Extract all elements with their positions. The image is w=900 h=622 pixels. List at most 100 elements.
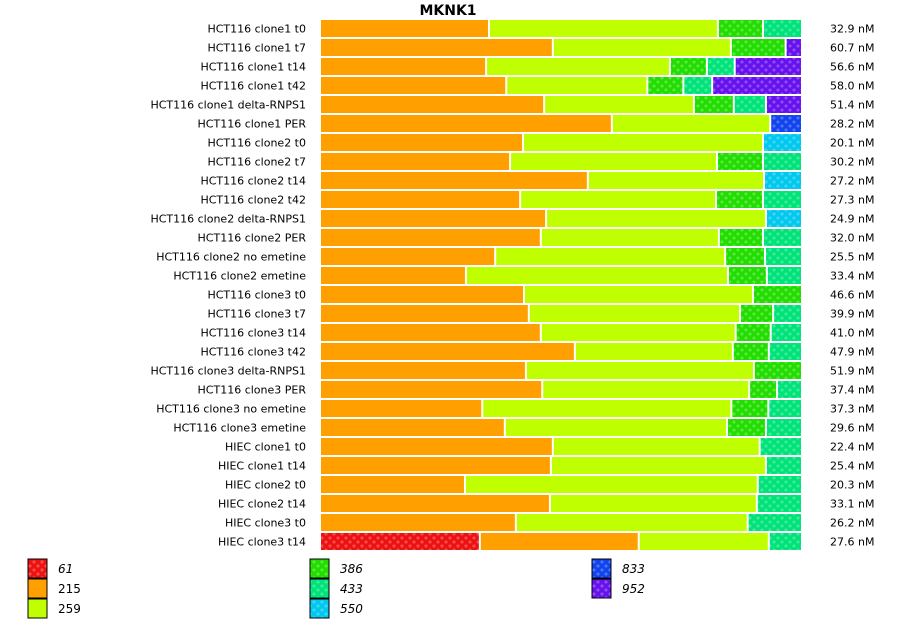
legend-label: 952 [622, 582, 645, 596]
bar-segment-433 [684, 77, 712, 94]
legend-label: 433 [340, 582, 363, 596]
bar-segment-259 [545, 96, 693, 113]
bar-segment-433 [767, 267, 801, 284]
row-label: HCT116 clone3 emetine [173, 422, 306, 435]
bar-row: HCT116 clone3 no emetine 37.3 nM [156, 400, 874, 417]
bar-segment-215 [321, 400, 482, 417]
legend-swatch [591, 578, 612, 599]
legend-label: 833 [622, 562, 645, 576]
bar-segment-433 [774, 305, 801, 322]
row-label: HIEC clone1 t14 [218, 460, 306, 473]
bar-segment-386 [731, 39, 785, 56]
row-total-label: 37.3 nM [830, 403, 874, 416]
legend-swatch [309, 558, 330, 579]
row-label: HCT116 clone2 t7 [207, 156, 306, 169]
legend-swatch [309, 578, 330, 599]
bar-segment-259 [612, 115, 770, 132]
row-label: HIEC clone1 t0 [225, 441, 306, 454]
bar-segment-433 [769, 533, 801, 550]
row-total-label: 25.5 nM [830, 251, 874, 264]
bar-segment-215 [321, 438, 552, 455]
bar-segment-386 [670, 58, 706, 75]
bar-segment-433 [760, 438, 801, 455]
bar-segment-259 [529, 305, 739, 322]
row-label: HCT116 clone2 no emetine [156, 251, 306, 264]
bar-segment-386 [733, 343, 768, 360]
bar-segment-433 [769, 400, 801, 417]
bar-segment-259 [505, 419, 727, 436]
bar-row: HIEC clone1 t14 25.4 nM [218, 457, 874, 474]
row-total-label: 20.1 nM [830, 137, 874, 150]
row-label: HCT116 clone2 emetine [173, 270, 306, 283]
bar-segment-215 [321, 229, 540, 246]
row-total-label: 27.6 nM [830, 536, 874, 549]
bar-segment-433 [771, 324, 801, 341]
bar-segment-259 [547, 210, 765, 227]
bar-segment-215 [321, 39, 552, 56]
row-label: HCT116 clone2 delta-RNPS1 [150, 213, 306, 226]
row-total-label: 32.9 nM [830, 23, 874, 36]
bar-segment-386 [754, 362, 801, 379]
bar-row: HCT116 clone2 PER 32.0 nM [198, 229, 874, 246]
legend-item-433: 433 [309, 578, 363, 599]
legend-label: 386 [340, 562, 363, 576]
bar-segment-386 [717, 153, 763, 170]
bar-row: HCT116 clone3 t14 41.0 nM [200, 324, 874, 341]
bar-segment-433 [734, 96, 765, 113]
bar-row: HCT116 clone2 t42 27.3 nM [200, 191, 874, 208]
bar-segment-433 [764, 191, 801, 208]
row-label: HCT116 clone2 PER [198, 232, 307, 245]
bar-segment-215 [321, 362, 525, 379]
bar-segment-433 [766, 457, 801, 474]
bar-segment-433 [758, 476, 801, 493]
bar-row: HIEC clone2 t0 20.3 nM [225, 476, 874, 493]
chart-title: MKNK1 [419, 3, 476, 19]
bar-row: HIEC clone3 t14 27.6 nM [218, 533, 874, 550]
row-label: HCT116 clone1 t7 [207, 42, 306, 55]
row-label: HCT116 clone3 delta-RNPS1 [150, 365, 306, 378]
bar-segment-259 [465, 476, 757, 493]
legend-label: 61 [58, 562, 73, 576]
bar-segment-952 [766, 96, 801, 113]
bar-segment-259 [466, 267, 727, 284]
bar-segment-433 [764, 20, 801, 37]
bar-segment-433 [764, 229, 801, 246]
bar-row: HIEC clone2 t14 33.1 nM [218, 495, 874, 512]
row-total-label: 28.2 nM [830, 118, 874, 131]
bar-segment-386 [750, 381, 776, 398]
bar-segment-386 [719, 229, 763, 246]
bar-row: HCT116 clone1 t0 32.9 nM [207, 20, 874, 37]
row-total-label: 30.2 nM [830, 156, 874, 169]
row-total-label: 24.9 nM [830, 213, 874, 226]
legend-swatch [309, 598, 330, 619]
bar-segment-215 [321, 305, 528, 322]
bar-segment-386 [726, 248, 764, 265]
bar-segment-550 [764, 134, 801, 151]
row-total-label: 25.4 nM [830, 460, 874, 473]
bar-segment-386 [648, 77, 683, 94]
row-label: HCT116 clone3 t14 [200, 327, 306, 340]
row-label: HCT116 clone1 delta-RNPS1 [150, 99, 306, 112]
legend-item-259: 259 [27, 598, 81, 619]
row-label: HCT116 clone1 PER [198, 118, 307, 131]
bar-segment-433 [764, 153, 801, 170]
bar-row: HCT116 clone3 emetine 29.6 nM [173, 419, 874, 436]
bar-segment-259 [483, 400, 731, 417]
bar-segment-550 [766, 210, 801, 227]
row-label: HIEC clone3 t14 [218, 536, 306, 549]
bar-segment-215 [321, 248, 495, 265]
row-label: HIEC clone3 t0 [225, 517, 306, 530]
bar-segment-386 [732, 400, 768, 417]
row-label: HCT116 clone1 t14 [200, 61, 306, 74]
bar-row: HIEC clone3 t0 26.2 nM [225, 514, 874, 531]
bar-segment-386 [736, 324, 770, 341]
bar-row: HIEC clone1 t0 22.4 nM [225, 438, 874, 455]
bar-segment-215 [321, 115, 611, 132]
bar-segment-386 [728, 419, 765, 436]
bar-segment-215 [321, 172, 587, 189]
legend-item-386: 386 [309, 558, 363, 579]
legend-item-550: 550 [309, 598, 363, 619]
row-label: HCT116 clone2 t0 [207, 137, 306, 150]
bar-segment-259 [588, 172, 763, 189]
